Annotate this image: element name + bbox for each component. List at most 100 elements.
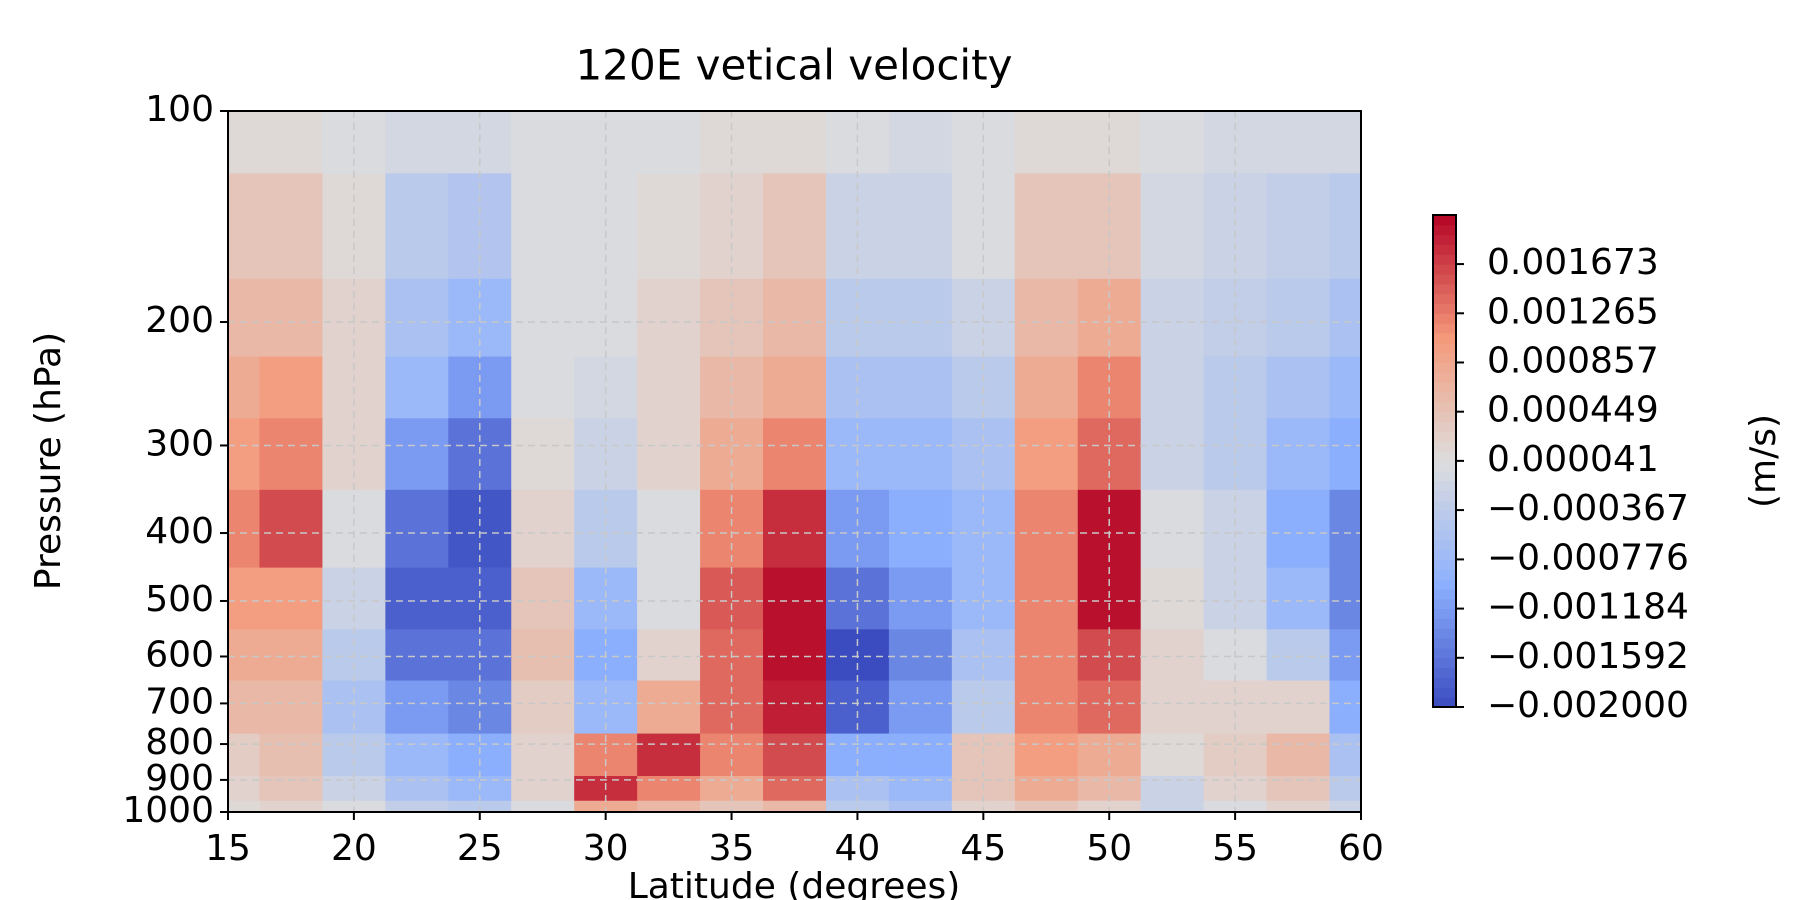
colorbar-tick-label: −0.000776 [1487,537,1689,578]
colorbar-swatch [1433,215,1456,226]
colorbar-swatch [1433,667,1456,678]
chart-title: 120E vetical velocity [576,41,1013,90]
colorbar-label: (m/s) [1743,414,1784,508]
colorbar-swatch [1433,480,1456,492]
contour-cell [637,278,701,357]
contour-cell [1140,732,1205,776]
contour-cell [385,355,449,419]
contour-cell [385,278,449,357]
contour-cell [385,111,449,174]
contour-cell [228,679,261,734]
contour-cell [637,172,701,279]
x-tick-label: 35 [709,828,755,869]
colorbar-swatch [1433,569,1456,580]
contour-cell [1014,111,1079,174]
colorbar-swatch [1433,638,1456,649]
contour-cell [448,800,512,813]
contour-cell [888,679,953,734]
contour-cell [511,489,575,568]
colorbar-swatch [1433,539,1456,551]
contour-cell [385,172,449,279]
contour-cell [1014,489,1079,568]
contour-cell [1203,800,1268,813]
x-tick-label: 15 [205,828,251,869]
contour-cell [1329,628,1362,681]
contour-cell [825,800,890,813]
contour-cell [763,800,827,813]
contour-cell [763,489,827,568]
contour-cell [228,278,261,357]
contour-cell [511,732,575,776]
contour-cell [228,111,261,174]
colorbar-tick-label: 0.001265 [1487,291,1659,332]
contour-cell [637,800,701,813]
contour-cell [511,278,575,357]
contour-cell [763,111,827,174]
colorbar-swatch [1433,451,1456,462]
x-tick-label: 50 [1086,828,1132,869]
contour-cell [763,355,827,419]
colorbar-swatch [1433,618,1456,629]
contour-cell [259,489,324,568]
contour-cell [888,355,953,419]
contour-cell [511,172,575,279]
contour-cell [1077,800,1142,813]
contour-cell [637,732,701,776]
contour-cell [637,111,701,174]
colorbar-swatch [1433,588,1456,600]
y-tick-label: 500 [145,579,214,620]
y-tick-label: 1000 [122,790,214,831]
contour-cell [1077,489,1142,568]
contour-cell [763,679,827,734]
contour-cell [888,278,953,357]
contour-cell [574,800,638,813]
colorbar-swatch [1433,274,1456,285]
contour-cell [825,489,890,568]
colorbar-swatch [1433,579,1456,590]
contour-cell [1140,355,1205,419]
colorbar-tick-label: −0.001184 [1487,587,1689,628]
colorbar-swatch [1433,549,1456,560]
colorbar-swatch [1433,677,1456,688]
colorbar-swatch [1433,372,1456,383]
colorbar-swatch [1433,598,1456,610]
contour-cell [385,489,449,568]
contour-cell [1140,278,1205,357]
colorbar-swatch [1433,470,1456,482]
x-tick-label: 55 [1212,828,1258,869]
contour-cell [1140,111,1205,174]
contour-cell [1140,417,1205,490]
contour-cell [700,489,764,568]
contour-cell [1329,111,1362,174]
contour-cell [1140,800,1205,813]
contour-cell [1014,278,1079,357]
x-tick-label: 40 [835,828,881,869]
y-tick-label: 600 [145,634,214,675]
colorbar-swatch [1433,352,1456,364]
contour-cell [385,417,449,490]
plot-frame [227,110,1362,813]
contour-cell [1329,489,1362,568]
contour-cell [1014,567,1079,630]
contour-cell [259,628,324,681]
contour-cell [511,679,575,734]
contour-cell [888,417,953,490]
colorbar-swatch [1433,608,1456,619]
contour-cell [888,567,953,630]
contour-cell [1266,111,1331,174]
contour-cell [1329,172,1362,279]
contour-cell [888,489,953,568]
colorbar-tick-label: 0.001673 [1487,242,1659,283]
colorbar-tick-label: −0.002000 [1487,685,1689,726]
contour-cell [1329,278,1362,357]
colorbar-swatch [1433,559,1456,570]
colorbar-swatch [1433,392,1456,403]
colorbar-swatch [1433,401,1456,413]
y-tick-label: 700 [145,681,214,722]
x-tick-label: 60 [1338,828,1384,869]
contour-cell [1014,172,1079,279]
contour-cell [1266,800,1331,813]
colorbar-swatch [1433,293,1456,305]
colorbar-swatch [1433,647,1456,659]
contour-cell [1140,489,1205,568]
